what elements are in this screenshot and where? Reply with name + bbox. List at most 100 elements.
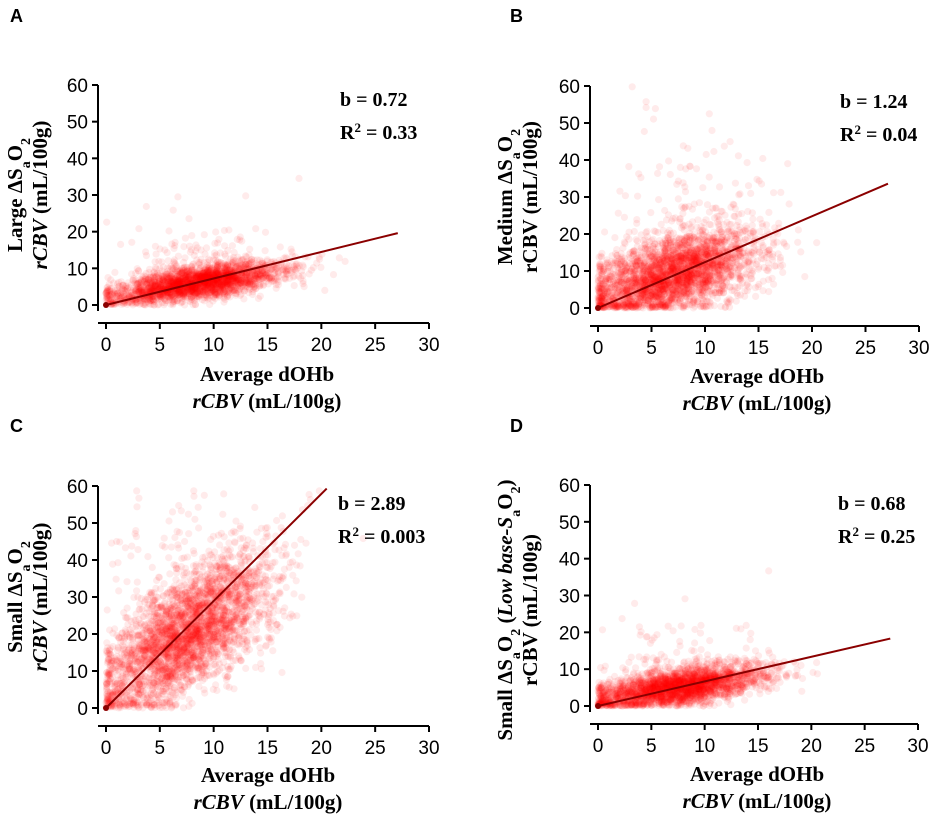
scatter-point bbox=[185, 215, 193, 223]
scatter-point bbox=[104, 274, 112, 282]
scatter-point bbox=[733, 221, 741, 230]
scatter-point bbox=[233, 280, 241, 288]
scatter-point bbox=[204, 295, 212, 303]
scatter-point bbox=[104, 287, 112, 295]
scatter-point bbox=[263, 257, 271, 265]
scatter-point bbox=[749, 215, 757, 223]
scatter-point bbox=[194, 271, 202, 279]
scatter-point bbox=[180, 288, 188, 296]
scatter-point bbox=[254, 273, 262, 281]
scatter-point bbox=[209, 278, 217, 286]
scatter-point bbox=[205, 266, 213, 274]
scatter-point bbox=[785, 200, 793, 208]
scatter-point bbox=[759, 222, 767, 230]
scatter-point bbox=[173, 290, 181, 298]
scatter-point bbox=[752, 292, 760, 300]
scatter-point bbox=[784, 160, 792, 168]
scatter-point bbox=[744, 207, 752, 216]
scatter-point bbox=[181, 234, 189, 242]
scatter-point bbox=[293, 264, 302, 272]
scatter-point bbox=[155, 257, 163, 265]
scatter-point bbox=[657, 220, 665, 228]
scatter-point bbox=[139, 300, 147, 308]
scatter-point bbox=[160, 291, 168, 300]
scatter-point bbox=[157, 284, 165, 292]
scatter-point bbox=[201, 250, 209, 258]
scatter-point bbox=[214, 239, 222, 247]
scatter-point bbox=[321, 286, 329, 294]
panel-letter-a: A bbox=[10, 6, 23, 26]
scatter-point bbox=[738, 210, 746, 218]
scatter-point bbox=[266, 273, 274, 281]
y-tick-label: 20 bbox=[67, 223, 88, 244]
scatter-point bbox=[211, 263, 219, 271]
scatter-point bbox=[161, 246, 169, 254]
scatter-point bbox=[215, 260, 223, 268]
scatter-point bbox=[299, 277, 307, 285]
scatter-point bbox=[165, 227, 173, 235]
x-tick-label: 30 bbox=[418, 335, 439, 356]
scatter-point bbox=[185, 266, 193, 274]
scatter-point bbox=[147, 280, 155, 288]
scatter-point bbox=[149, 284, 157, 292]
scatter-point bbox=[261, 247, 269, 255]
y-tick-label: 50 bbox=[67, 113, 88, 134]
scatter-point bbox=[179, 274, 187, 282]
scatter-point bbox=[157, 283, 165, 291]
scatter-point bbox=[236, 233, 244, 241]
scatter-point bbox=[170, 244, 178, 252]
scatter-point bbox=[801, 273, 809, 281]
scatter-point bbox=[315, 253, 323, 261]
scatter-point bbox=[625, 228, 633, 236]
scatter-point bbox=[654, 169, 662, 177]
scatter-point bbox=[243, 271, 251, 279]
scatter-point bbox=[688, 205, 697, 213]
scatter-point bbox=[236, 279, 244, 287]
scatter-point bbox=[135, 225, 143, 233]
scatter-point bbox=[765, 208, 773, 216]
scatter-point bbox=[259, 282, 267, 290]
scatter-point bbox=[253, 274, 261, 283]
scatter-point bbox=[200, 284, 209, 292]
scatter-point bbox=[775, 219, 783, 227]
scatter-point bbox=[265, 264, 273, 272]
scatter-point bbox=[212, 228, 220, 236]
scatter-point bbox=[664, 211, 673, 219]
scatter-point bbox=[635, 170, 643, 178]
scatter-point bbox=[266, 274, 274, 282]
scatter-point bbox=[651, 105, 660, 113]
scatter-point bbox=[229, 274, 237, 282]
scatter-point bbox=[695, 199, 704, 207]
scatter-point bbox=[142, 202, 150, 211]
slope-label: b = 0.72 bbox=[340, 89, 408, 111]
y-tick-label: 30 bbox=[67, 186, 88, 207]
scatter-point bbox=[146, 283, 154, 291]
scatter-point bbox=[702, 150, 710, 159]
scatter-point bbox=[621, 192, 630, 200]
scatter-point bbox=[271, 266, 279, 274]
scatter-point bbox=[228, 242, 236, 250]
scatter-point bbox=[679, 142, 687, 150]
scatter-point bbox=[813, 239, 821, 247]
scatter-point bbox=[245, 260, 253, 268]
scatter-point bbox=[270, 275, 278, 283]
scatter-point bbox=[226, 263, 234, 271]
scatter-point bbox=[256, 292, 264, 300]
scatter-point bbox=[251, 272, 259, 280]
x-axis-title: Average dOHb bbox=[200, 362, 334, 386]
scatter-point bbox=[229, 258, 237, 266]
scatter-point bbox=[329, 271, 338, 279]
scatter-point bbox=[188, 295, 196, 303]
x-tick-label: 5 bbox=[155, 335, 166, 356]
scatter-point bbox=[307, 266, 315, 274]
scatter-point bbox=[295, 174, 303, 182]
scatter-point bbox=[175, 267, 184, 276]
scatter-point bbox=[708, 126, 716, 135]
scatter-point bbox=[211, 256, 220, 264]
scatter-point bbox=[180, 243, 188, 251]
scatter-point bbox=[747, 189, 755, 197]
scatter-point bbox=[107, 291, 115, 299]
scatter-point bbox=[759, 154, 767, 163]
scatter-point bbox=[165, 281, 173, 289]
